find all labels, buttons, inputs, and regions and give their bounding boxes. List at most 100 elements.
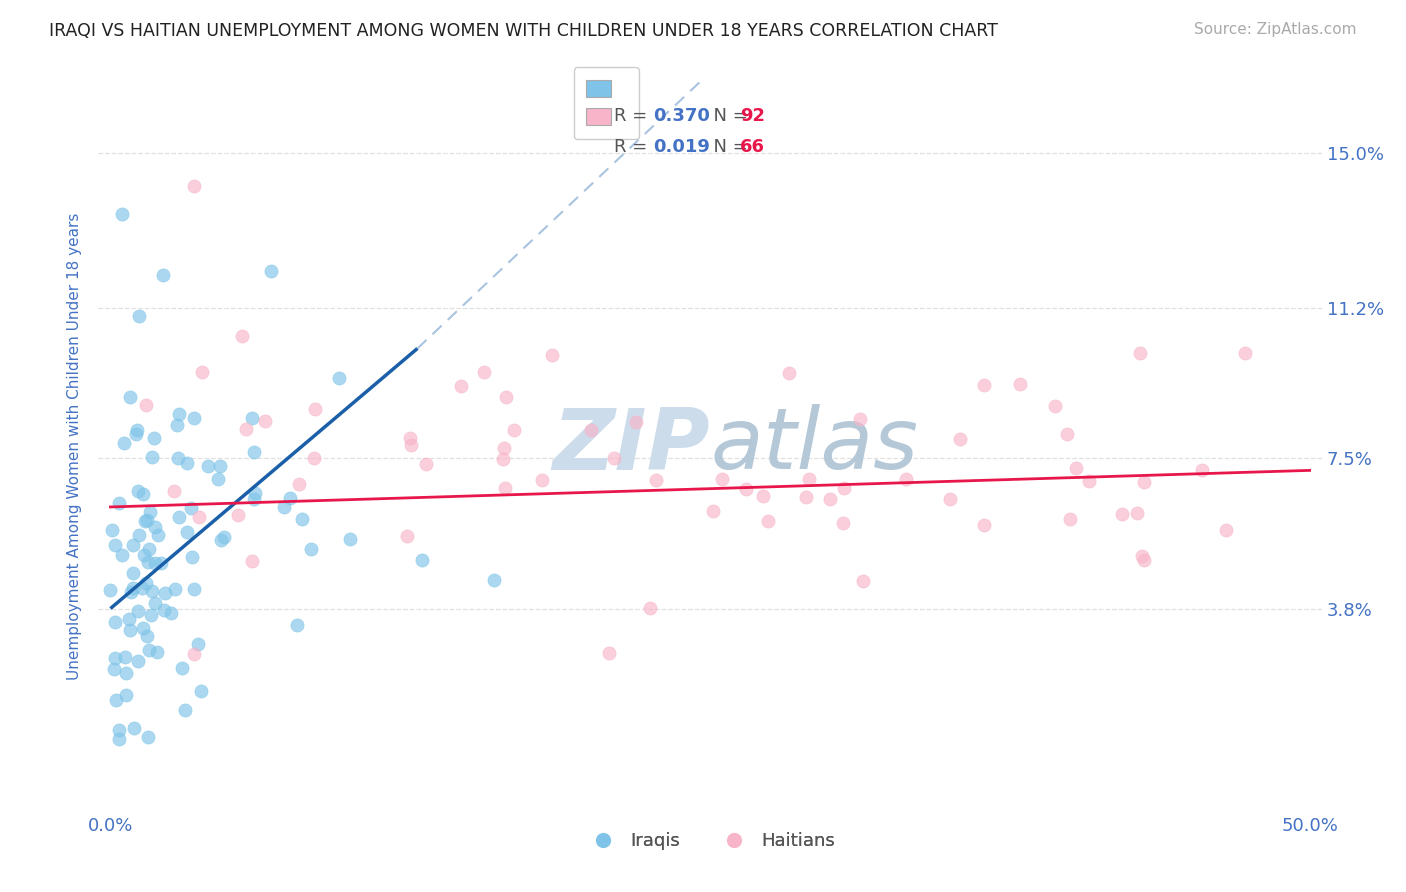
Point (832, 516, 855, 531)
Point (166, 451, 188, 466)
Point (146, 527, 169, 541)
Text: R =: R = (613, 107, 652, 125)
Point (131, 581, 153, 595)
Point (118, 624, 141, 638)
Point (183, 647, 205, 661)
Point (169, 509, 191, 524)
Point (415, 457, 437, 471)
Point (173, 703, 195, 717)
Point (127, 483, 149, 498)
Point (104, 615, 127, 629)
Point (492, 441, 515, 455)
Text: IRAQI VS HAITIAN UNEMPLOYMENT AMONG WOMEN WITH CHILDREN UNDER 18 YEARS CORRELATI: IRAQI VS HAITIAN UNEMPLOYMENT AMONG WOME… (49, 22, 998, 40)
Point (243, 486, 266, 500)
Point (138, 642, 160, 657)
Point (208, 458, 231, 473)
Point (146, 645, 169, 659)
Point (118, 390, 141, 404)
Point (299, 542, 322, 557)
Point (141, 450, 163, 465)
Point (209, 533, 232, 548)
Point (503, 423, 526, 437)
Point (108, 723, 131, 738)
Point (136, 556, 159, 570)
Point (108, 731, 131, 746)
Point (450, 378, 472, 392)
Point (128, 309, 150, 323)
Y-axis label: Unemployment Among Women with Children Under 18 years: Unemployment Among Women with Children U… (67, 212, 83, 680)
Point (581, 423, 603, 437)
Point (1234, 346, 1257, 360)
Point (226, 508, 249, 523)
Point (155, 585, 177, 599)
Point (794, 490, 817, 504)
Point (973, 378, 995, 392)
Point (187, 509, 209, 524)
Point (136, 513, 159, 527)
Point (118, 612, 141, 626)
Point (121, 538, 143, 552)
Point (495, 390, 517, 404)
Point (339, 533, 361, 547)
Point (711, 471, 734, 485)
Point (411, 553, 433, 567)
Point (150, 557, 173, 571)
Point (1078, 474, 1101, 488)
Point (778, 367, 800, 381)
Point (287, 477, 309, 491)
Point (852, 574, 875, 588)
Point (143, 520, 166, 534)
Point (183, 582, 205, 596)
Text: 66: 66 (740, 138, 765, 156)
Point (128, 528, 150, 542)
Point (243, 444, 266, 458)
Point (751, 489, 773, 503)
Point (1215, 523, 1237, 537)
Point (163, 582, 186, 596)
Point (735, 482, 758, 496)
Point (135, 398, 157, 412)
Point (163, 484, 186, 499)
Point (260, 263, 283, 277)
Point (183, 178, 205, 193)
Point (1125, 506, 1147, 520)
Point (797, 472, 820, 486)
Point (474, 365, 496, 379)
Point (132, 487, 155, 501)
Point (399, 438, 422, 452)
Point (207, 471, 229, 485)
Point (1064, 460, 1087, 475)
Point (242, 411, 264, 425)
Point (132, 548, 155, 562)
Point (131, 621, 153, 635)
Point (598, 647, 620, 661)
Point (122, 721, 145, 735)
Point (120, 585, 142, 599)
Point (832, 481, 855, 495)
Point (104, 650, 127, 665)
Point (235, 422, 257, 436)
Point (167, 407, 190, 421)
Point (396, 529, 419, 543)
Point (112, 436, 135, 450)
Point (1130, 549, 1153, 564)
Point (187, 637, 209, 651)
Point (285, 618, 308, 632)
Point (115, 665, 138, 680)
Point (896, 472, 918, 486)
Point (111, 207, 134, 221)
Point (101, 523, 124, 537)
Point (170, 660, 193, 674)
Point (702, 504, 724, 518)
Point (190, 683, 212, 698)
Point (291, 512, 314, 526)
Point (1059, 512, 1081, 526)
Point (1132, 475, 1154, 490)
Point (328, 370, 350, 384)
Text: N =: N = (702, 107, 754, 125)
Point (243, 491, 266, 506)
Point (190, 364, 212, 378)
Point (399, 431, 422, 445)
Point (142, 431, 165, 445)
Point (180, 550, 202, 565)
